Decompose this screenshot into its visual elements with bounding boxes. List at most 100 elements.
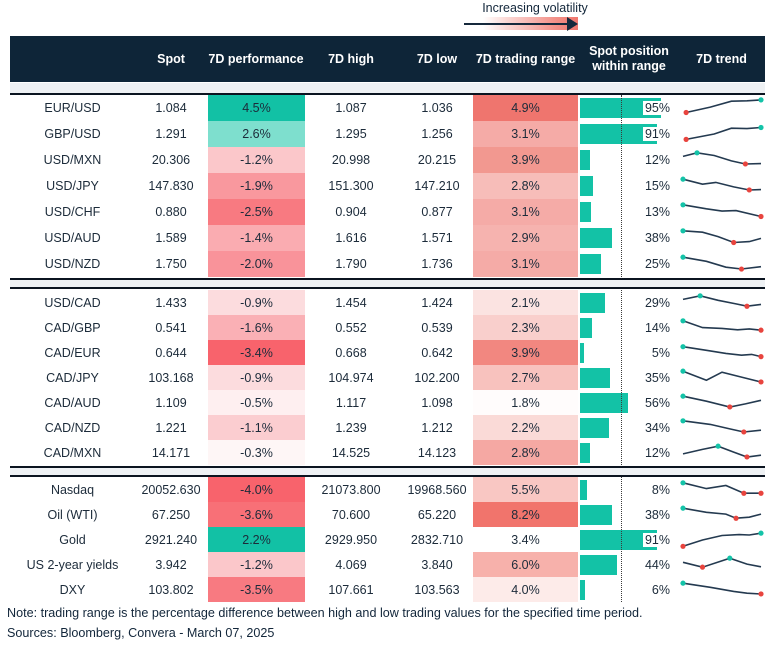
table-section-2: USD/CAD 1.433 -0.9% 1.454 1.424 2.1% 29% CAD/GB…: [0, 290, 775, 465]
trend-sparkline: [680, 343, 764, 359]
position-bar: [580, 579, 586, 600]
table-row: GBP/USD 1.291 2.6% 1.295 1.256 3.1% 91%: [0, 121, 775, 147]
table-row: USD/CAD 1.433 -0.9% 1.454 1.424 2.1% 29%: [0, 290, 775, 315]
high-value: 20.998: [331, 153, 371, 167]
trend-sparkline: [683, 124, 764, 142]
sparkline-high-dot: [680, 368, 686, 374]
asset-label: CAD/AUD: [44, 395, 101, 410]
asset-label: CAD/NZD: [44, 420, 101, 435]
position-label: 91%: [578, 527, 672, 552]
high-value: 0.552: [335, 320, 367, 335]
sparkline-high-dot: [680, 343, 686, 349]
position-bar: [580, 529, 658, 550]
spot-value: 0.880: [155, 205, 187, 219]
asset-label: USD/CHF: [44, 205, 101, 219]
low-value: 65.220: [417, 507, 457, 522]
spot-value: 1.750: [155, 257, 187, 271]
spot-value: 1.433: [155, 295, 187, 310]
sparkline-low-dot: [744, 303, 750, 309]
sparkline-high-dot: [680, 317, 686, 323]
position-label: 12%: [578, 147, 672, 173]
range-cell: 3.4%: [473, 527, 578, 552]
asset-label: USD/CAD: [44, 295, 101, 310]
position-label: 44%: [578, 552, 672, 577]
high-value: 1.117: [335, 395, 367, 410]
sparkline-high-dot: [680, 417, 686, 423]
position-label-text: 38%: [642, 507, 672, 522]
trend-sparkline: [680, 254, 762, 272]
spot-value: 1.589: [155, 231, 187, 245]
range-cell: 3.9%: [473, 340, 578, 365]
low-value: 19968.560: [407, 482, 467, 497]
range-cell: 2.8%: [473, 440, 578, 465]
trend-sparkline: [680, 176, 762, 193]
sparkline-low-dot: [758, 378, 764, 385]
position-label: 6%: [578, 577, 672, 602]
position-label: 13%: [578, 199, 672, 225]
position-label-text: 25%: [642, 257, 672, 271]
sparkline-low-dot: [744, 453, 750, 460]
position-bar: [580, 254, 602, 274]
column-header-high: 7D high: [328, 51, 374, 66]
low-value: 14.123: [417, 445, 457, 460]
range-cell: 3.1%: [473, 121, 578, 147]
range-cell: 2.7%: [473, 365, 578, 390]
low-value: 1.212: [421, 420, 453, 435]
sparkline-high-dot: [680, 254, 686, 260]
table-row: CAD/JPY 103.168 -0.9% 104.974 102.200 2.7% 35%: [0, 365, 775, 390]
performance-cell: 4.5%: [208, 95, 305, 121]
position-label: 29%: [578, 290, 672, 315]
position-bar: [580, 202, 592, 222]
low-value: 1.571: [421, 231, 453, 245]
spot-value: 1.291: [155, 127, 187, 141]
trend-sparkline: [680, 202, 764, 220]
range-cell: 2.1%: [473, 290, 578, 315]
position-bar: [580, 479, 587, 500]
trend-sparkline: [680, 368, 764, 385]
performance-cell: -1.1%: [208, 415, 305, 440]
position-bar: [580, 554, 618, 575]
range-cell: 4.9%: [473, 95, 578, 121]
table-row: EUR/USD 1.084 4.5% 1.087 1.036 4.9% 95%: [0, 95, 775, 121]
range-cell: 3.1%: [473, 199, 578, 225]
column-header-spot: Spot: [157, 51, 185, 66]
range-midpoint-dotted-line: [621, 477, 622, 602]
spot-value: 3.942: [155, 557, 187, 572]
asset-label: CAD/JPY: [46, 370, 99, 385]
performance-cell: -3.6%: [208, 502, 305, 527]
high-value: 107.661: [328, 582, 374, 597]
performance-cell: -1.2%: [208, 147, 305, 173]
position-bar: [580, 317, 592, 338]
range-cell: 2.3%: [473, 315, 578, 340]
spot-value: 20052.630: [141, 482, 201, 497]
performance-cell: -0.5%: [208, 390, 305, 415]
range-cell: 6.0%: [473, 552, 578, 577]
high-value: 21073.800: [321, 482, 381, 497]
low-value: 3.840: [421, 557, 453, 572]
spot-value: 103.802: [148, 582, 194, 597]
table-row: CAD/AUD 1.109 -0.5% 1.117 1.098 1.8% 56%: [0, 390, 775, 415]
position-bar: [580, 442, 591, 463]
table-row: USD/MXN 20.306 -1.2% 20.998 20.215 3.9% 12%: [0, 147, 775, 173]
position-label-text: 5%: [649, 345, 672, 360]
sparkline-low-dot: [758, 490, 764, 496]
asset-label: Nasdaq: [50, 482, 95, 497]
table-row: Oil (WTI) 67.250 -3.6% 70.600 65.220 8.2% 38%: [0, 502, 775, 527]
sparkline-high-dot: [680, 393, 686, 399]
range-cell: 2.8%: [473, 173, 578, 199]
high-value: 14.525: [331, 445, 371, 460]
position-label-text: 91%: [642, 532, 672, 547]
table-section-1: EUR/USD 1.084 4.5% 1.087 1.036 4.9% 95% GBP/USD…: [0, 95, 775, 277]
spot-value: 1.221: [155, 420, 187, 435]
high-value: 1.616: [335, 231, 367, 245]
position-label-text: 6%: [649, 582, 672, 597]
low-value: 0.539: [421, 320, 453, 335]
position-label-text: 14%: [642, 320, 672, 335]
table-row: CAD/NZD 1.221 -1.1% 1.239 1.212 2.2% 34%: [0, 415, 775, 440]
position-label-text: 34%: [642, 420, 672, 435]
position-label: 5%: [578, 340, 672, 365]
range-midpoint-dotted-line: [621, 95, 622, 277]
asset-label: GBP/USD: [44, 127, 101, 141]
trend-sparkline: [680, 479, 764, 496]
